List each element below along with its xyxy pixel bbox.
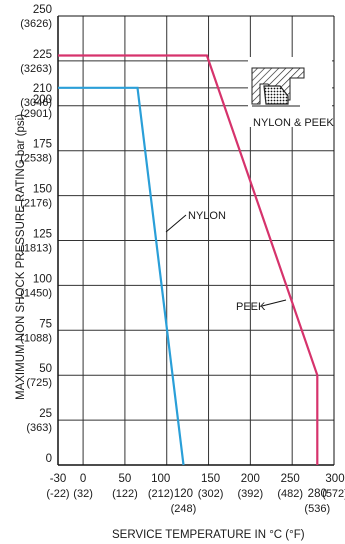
- y-tick-label: 25: [39, 408, 52, 420]
- y-tick-sublabel: (3263): [20, 63, 52, 75]
- x-tick-sublabel: (-22): [46, 488, 69, 500]
- y-tick-label: 175: [33, 139, 52, 151]
- series-line-peek: [58, 54, 319, 465]
- y-tick-label: 200: [33, 94, 52, 106]
- x-tick-label: 0: [80, 473, 86, 485]
- x-tick-sublabel: (482): [277, 488, 303, 500]
- y-tick-sublabel: (725): [26, 377, 52, 389]
- y-tick-label: 50: [39, 363, 52, 375]
- x-tick-sublabel: (212): [148, 488, 174, 500]
- x-tick-label: 120: [174, 488, 193, 500]
- x-tick-label: 200: [241, 473, 260, 485]
- x-tick-label: 250: [281, 473, 300, 485]
- y-tick-sublabel: (3046): [20, 97, 52, 109]
- x-tick-sublabel: (248): [171, 503, 197, 515]
- x-axis-title: SERVICE TEMPERATURE IN °C (°F): [112, 529, 305, 541]
- y-tick-sublabel: (1813): [20, 243, 52, 255]
- y-tick-sublabel: (1088): [20, 332, 52, 344]
- y-tick-sublabel: (2901): [20, 108, 52, 120]
- x-tick-sublabel: (32): [73, 488, 93, 500]
- y-tick-sublabel: (3626): [20, 18, 52, 30]
- series-lines: [58, 54, 319, 466]
- y-tick-sublabel: (2538): [20, 153, 52, 165]
- series-label-nylon: NYLON: [188, 210, 226, 222]
- x-tick-sublabel: (392): [238, 488, 264, 500]
- y-tick-label: 225: [33, 49, 52, 61]
- x-tick-label: 300: [325, 473, 344, 485]
- x-tick-sublabel: (302): [198, 488, 224, 500]
- y-tick-label: 210: [33, 83, 52, 95]
- inset-label: NYLON & PEEK: [253, 117, 334, 129]
- y-tick-label: 75: [39, 318, 52, 330]
- y-tick-label: 125: [33, 229, 52, 241]
- peek-leader-line: [261, 299, 287, 307]
- x-tick-sublabel: (536): [304, 503, 330, 515]
- x-tick-label: 280: [308, 488, 327, 500]
- x-tick-label: -30: [50, 473, 67, 485]
- x-tick-label: 150: [201, 473, 220, 485]
- y-tick-label: 100: [33, 273, 52, 285]
- axis-tick-labels: 0 25 (363) 50 (725) 75 (1088) 100 (1450) 125 (1813…: [20, 4, 345, 515]
- seal-inset: NYLON & PEEK: [248, 57, 334, 129]
- y-tick-label: 150: [33, 184, 52, 196]
- nylon-leader-line: [165, 214, 187, 233]
- y-tick-sublabel: (1450): [20, 287, 52, 299]
- x-tick-label: 50: [119, 473, 132, 485]
- x-tick-label: 100: [151, 473, 170, 485]
- y-tick-label: 250: [33, 4, 52, 16]
- y-tick-sublabel: (363): [26, 422, 52, 434]
- y-tick-sublabel: (2176): [20, 198, 52, 210]
- y-tick-label: 0: [46, 453, 52, 465]
- x-tick-sublabel: (122): [112, 488, 138, 500]
- y-axis-title: MAXIMUM NON SHOCK PRESSURE RATING bar (p…: [15, 114, 27, 400]
- x-tick-sublabel: (572): [322, 488, 345, 500]
- series-label-peek: PEEK: [236, 301, 266, 313]
- series-labels: NYLON PEEK: [165, 210, 287, 313]
- seal-ring-icon: [263, 85, 289, 105]
- series-line-nylon: [58, 86, 185, 466]
